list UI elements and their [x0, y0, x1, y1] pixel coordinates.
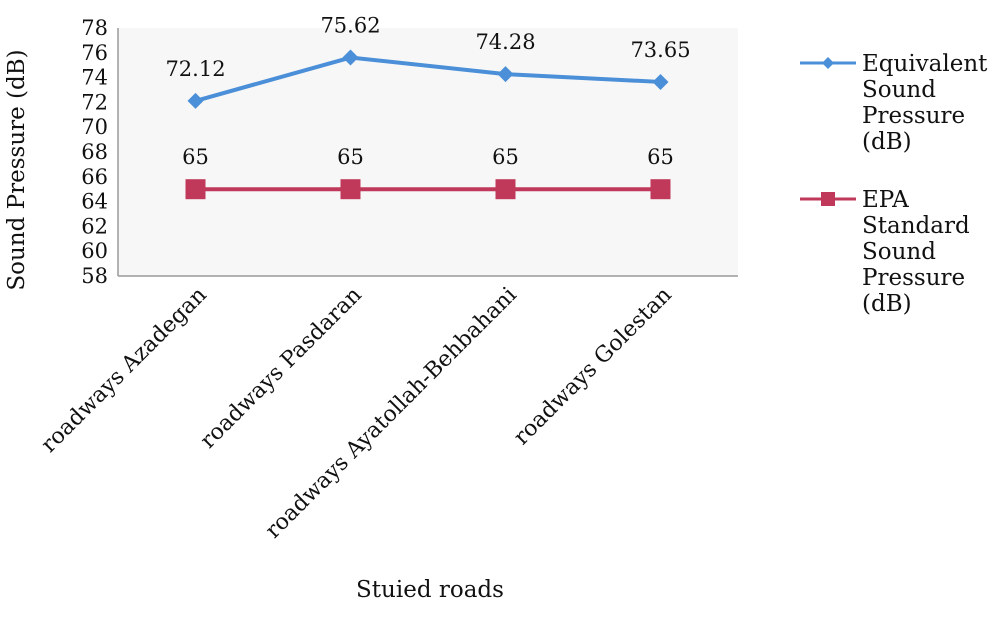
- legend-label: Sound: [862, 77, 936, 103]
- data-label: 65: [492, 145, 519, 169]
- y-tick-label: 68: [81, 140, 108, 164]
- x-category-label: roadways Golestan: [509, 283, 677, 451]
- legend-label: Pressure: [862, 265, 965, 291]
- legend-swatch-marker: [821, 192, 835, 206]
- data-point-marker: [495, 179, 516, 200]
- x-axis-title: Stuied roads: [356, 577, 504, 603]
- legend-label: Sound: [862, 239, 936, 265]
- series-line: [194, 55, 661, 103]
- x-category-label: roadways Ayatollah-Behbahani: [261, 283, 522, 544]
- data-label: 73.65: [630, 38, 690, 62]
- data-point-marker: [652, 73, 669, 90]
- data-point-marker: [187, 92, 204, 109]
- y-tick-label: 70: [81, 115, 108, 139]
- data-label: 75.62: [320, 14, 380, 38]
- data-label: 65: [647, 145, 674, 169]
- legend-label: (dB): [862, 291, 912, 317]
- legend-swatch-marker: [822, 57, 834, 69]
- y-tick-label: 78: [81, 16, 108, 40]
- series-layer: 72.12 75.62 74.28 73.65 65 65 65 65: [165, 14, 691, 200]
- legend-label: Equivalent: [862, 51, 988, 77]
- y-tick-label: 66: [81, 165, 108, 189]
- legend-label: Standard: [862, 213, 970, 239]
- data-label: 74.28: [475, 30, 535, 54]
- series-1: 72.12 75.62 74.28 73.65: [165, 14, 691, 109]
- legend-label: (dB): [862, 129, 912, 155]
- data-point-marker: [497, 66, 514, 83]
- data-label: 72.12: [165, 57, 225, 81]
- y-tick-label: 76: [81, 41, 108, 65]
- legend-label: EPA: [862, 187, 909, 213]
- y-axis-title: Sound Pressure (dB): [4, 49, 30, 290]
- y-tick-label: 74: [81, 66, 108, 90]
- y-tick-label: 62: [81, 214, 108, 238]
- y-tick-label: 58: [81, 264, 108, 288]
- y-tick-label: 60: [81, 239, 108, 263]
- data-point-marker: [650, 179, 671, 200]
- plot-area-background: [118, 28, 738, 276]
- series-2: 65 65 65 65: [182, 145, 674, 200]
- x-category-label: roadways Azadegan: [37, 283, 212, 458]
- data-label: 65: [337, 145, 364, 169]
- x-category-label: roadways Pasdaran: [196, 283, 367, 454]
- legend: EquivalentSoundPressure(dB)EPAStandardSo…: [800, 51, 988, 317]
- data-label: 65: [182, 145, 209, 169]
- y-tick-label: 72: [81, 90, 108, 114]
- data-point-marker: [340, 179, 361, 200]
- y-tick-label: 64: [81, 190, 108, 214]
- legend-label: Pressure: [862, 103, 965, 129]
- data-point-marker: [342, 49, 359, 66]
- data-point-marker: [185, 179, 206, 200]
